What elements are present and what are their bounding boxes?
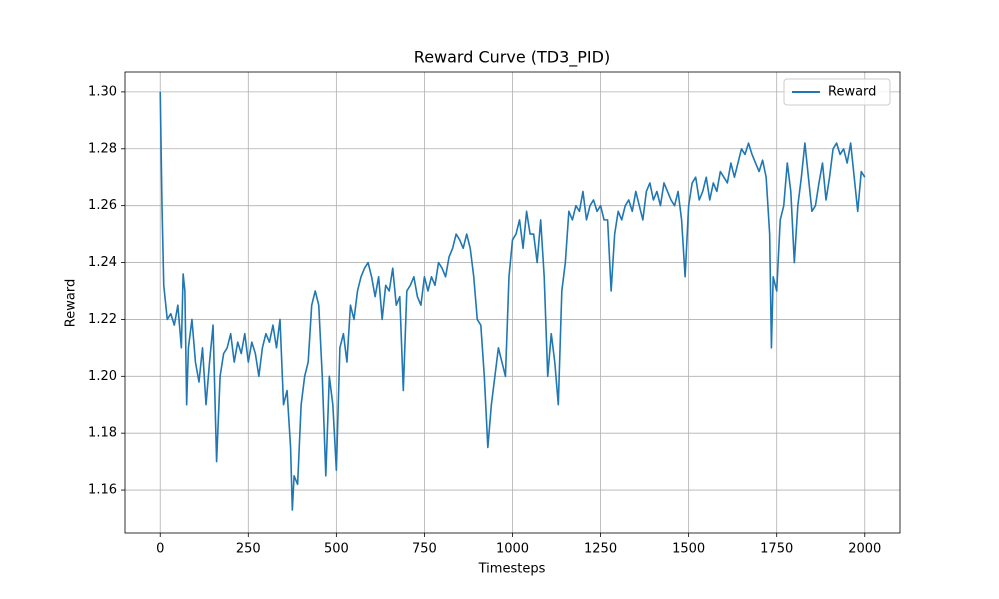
y-tick-label: 1.20 [88, 369, 117, 384]
legend-box [783, 78, 891, 106]
y-tick-label: 1.18 [88, 426, 117, 441]
x-tick-label: 1750 [760, 542, 793, 557]
x-tick-label: 0 [156, 542, 164, 557]
y-axis-label: Reward [64, 279, 79, 327]
y-tick-label: 1.30 [88, 84, 117, 99]
y-tick-label: 1.22 [88, 312, 117, 327]
x-tick-label: 2000 [848, 542, 881, 557]
data-line [159, 91, 866, 511]
chart-title: Reward Curve (TD3_PID) [414, 48, 610, 68]
y-tick-label: 1.26 [88, 198, 117, 213]
x-axis-label: Timesteps [478, 562, 546, 577]
x-tick-label: 500 [324, 542, 349, 557]
x-tick-label: 1500 [672, 542, 705, 557]
x-tick-label: 1250 [584, 542, 617, 557]
y-tick-label: 1.28 [88, 141, 117, 156]
legend-label: Reward [828, 85, 876, 100]
x-tick-label: 1000 [496, 542, 529, 557]
y-tick-label: 1.16 [88, 483, 117, 498]
y-tick-label: 1.24 [88, 255, 117, 270]
x-tick-label: 250 [236, 542, 261, 557]
axes-frame [124, 71, 901, 534]
x-tick-label: 750 [412, 542, 437, 557]
